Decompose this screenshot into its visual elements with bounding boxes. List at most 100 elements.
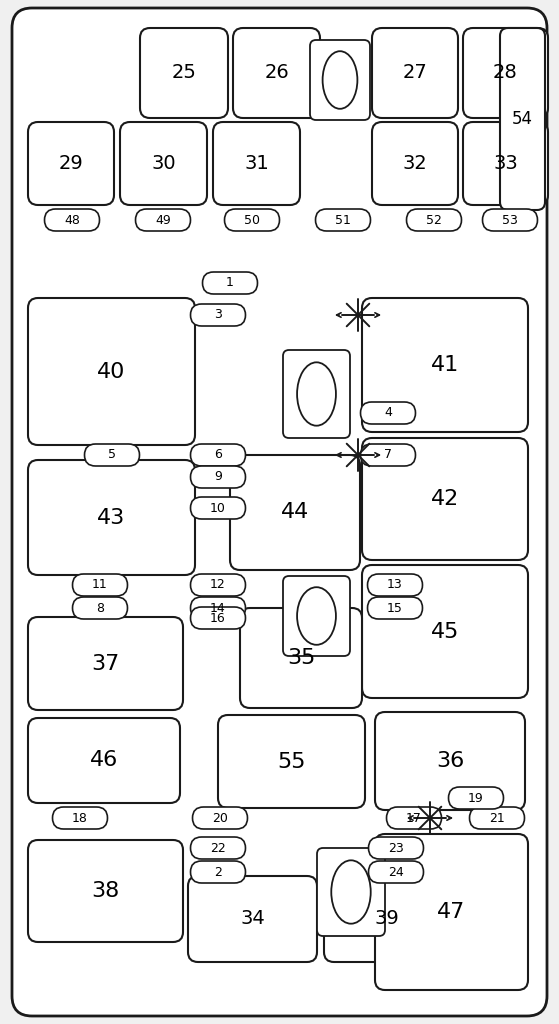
FancyBboxPatch shape [191, 304, 245, 326]
Text: 35: 35 [287, 648, 315, 668]
Text: 15: 15 [387, 601, 403, 614]
Text: 38: 38 [91, 881, 120, 901]
FancyBboxPatch shape [73, 597, 127, 618]
FancyBboxPatch shape [45, 209, 100, 231]
Ellipse shape [323, 51, 357, 109]
FancyBboxPatch shape [135, 209, 191, 231]
FancyBboxPatch shape [310, 40, 370, 120]
Text: 7: 7 [384, 449, 392, 462]
FancyBboxPatch shape [500, 28, 545, 210]
Text: 16: 16 [210, 611, 226, 625]
Text: 46: 46 [90, 751, 118, 770]
Text: 33: 33 [493, 154, 518, 173]
FancyBboxPatch shape [315, 209, 371, 231]
FancyBboxPatch shape [448, 787, 504, 809]
Text: 30: 30 [151, 154, 176, 173]
FancyBboxPatch shape [283, 575, 350, 656]
Text: 55: 55 [277, 752, 306, 771]
FancyBboxPatch shape [283, 350, 350, 438]
Ellipse shape [331, 860, 371, 924]
Text: 14: 14 [210, 601, 226, 614]
FancyBboxPatch shape [191, 497, 245, 519]
Text: 10: 10 [210, 502, 226, 514]
Text: 11: 11 [92, 579, 108, 592]
FancyBboxPatch shape [191, 466, 245, 488]
Text: 39: 39 [375, 909, 399, 929]
Text: 41: 41 [431, 355, 459, 375]
FancyBboxPatch shape [386, 807, 442, 829]
Text: 12: 12 [210, 579, 226, 592]
Text: 48: 48 [64, 213, 80, 226]
Text: 36: 36 [436, 751, 464, 771]
Text: 28: 28 [493, 63, 518, 83]
Text: 24: 24 [388, 865, 404, 879]
FancyBboxPatch shape [368, 861, 424, 883]
FancyBboxPatch shape [12, 8, 547, 1016]
FancyBboxPatch shape [463, 28, 548, 118]
FancyBboxPatch shape [367, 574, 423, 596]
Text: 19: 19 [468, 792, 484, 805]
Text: 5: 5 [108, 449, 116, 462]
Text: 4: 4 [384, 407, 392, 420]
FancyBboxPatch shape [372, 28, 458, 118]
FancyBboxPatch shape [140, 28, 228, 118]
FancyBboxPatch shape [191, 607, 245, 629]
Ellipse shape [297, 362, 336, 426]
Text: 40: 40 [97, 361, 126, 382]
FancyBboxPatch shape [233, 28, 320, 118]
FancyBboxPatch shape [482, 209, 538, 231]
FancyBboxPatch shape [375, 712, 525, 810]
FancyBboxPatch shape [218, 715, 365, 808]
Text: 13: 13 [387, 579, 403, 592]
FancyBboxPatch shape [317, 848, 385, 936]
Text: 29: 29 [59, 154, 83, 173]
Text: 42: 42 [431, 489, 459, 509]
FancyBboxPatch shape [192, 807, 248, 829]
Text: 51: 51 [335, 213, 351, 226]
Text: 2: 2 [214, 865, 222, 879]
FancyBboxPatch shape [28, 298, 195, 445]
FancyBboxPatch shape [406, 209, 462, 231]
Text: 21: 21 [489, 811, 505, 824]
FancyBboxPatch shape [367, 597, 423, 618]
FancyBboxPatch shape [361, 444, 415, 466]
FancyBboxPatch shape [84, 444, 140, 466]
Text: 47: 47 [437, 902, 466, 922]
FancyBboxPatch shape [362, 565, 528, 698]
FancyBboxPatch shape [28, 718, 180, 803]
Text: 22: 22 [210, 842, 226, 854]
FancyBboxPatch shape [361, 402, 415, 424]
FancyBboxPatch shape [191, 837, 245, 859]
FancyBboxPatch shape [28, 460, 195, 575]
FancyBboxPatch shape [463, 122, 548, 205]
Text: 1: 1 [226, 276, 234, 290]
FancyBboxPatch shape [191, 444, 245, 466]
Text: 3: 3 [214, 308, 222, 322]
FancyBboxPatch shape [324, 876, 450, 962]
FancyBboxPatch shape [28, 840, 183, 942]
FancyBboxPatch shape [230, 455, 360, 570]
FancyBboxPatch shape [372, 122, 458, 205]
Text: 8: 8 [96, 601, 104, 614]
FancyBboxPatch shape [191, 574, 245, 596]
Text: 23: 23 [388, 842, 404, 854]
Text: 37: 37 [91, 653, 120, 674]
FancyBboxPatch shape [53, 807, 107, 829]
Text: 18: 18 [72, 811, 88, 824]
FancyBboxPatch shape [191, 861, 245, 883]
Text: 45: 45 [431, 622, 459, 641]
Text: 49: 49 [155, 213, 171, 226]
Text: 44: 44 [281, 503, 309, 522]
Text: 54: 54 [512, 110, 533, 128]
Text: 9: 9 [214, 470, 222, 483]
FancyBboxPatch shape [213, 122, 300, 205]
FancyBboxPatch shape [362, 298, 528, 432]
FancyBboxPatch shape [368, 837, 424, 859]
FancyBboxPatch shape [362, 438, 528, 560]
FancyBboxPatch shape [28, 122, 114, 205]
Text: 31: 31 [244, 154, 269, 173]
Text: 32: 32 [402, 154, 428, 173]
FancyBboxPatch shape [191, 597, 245, 618]
Text: 25: 25 [172, 63, 196, 83]
Text: 6: 6 [214, 449, 222, 462]
